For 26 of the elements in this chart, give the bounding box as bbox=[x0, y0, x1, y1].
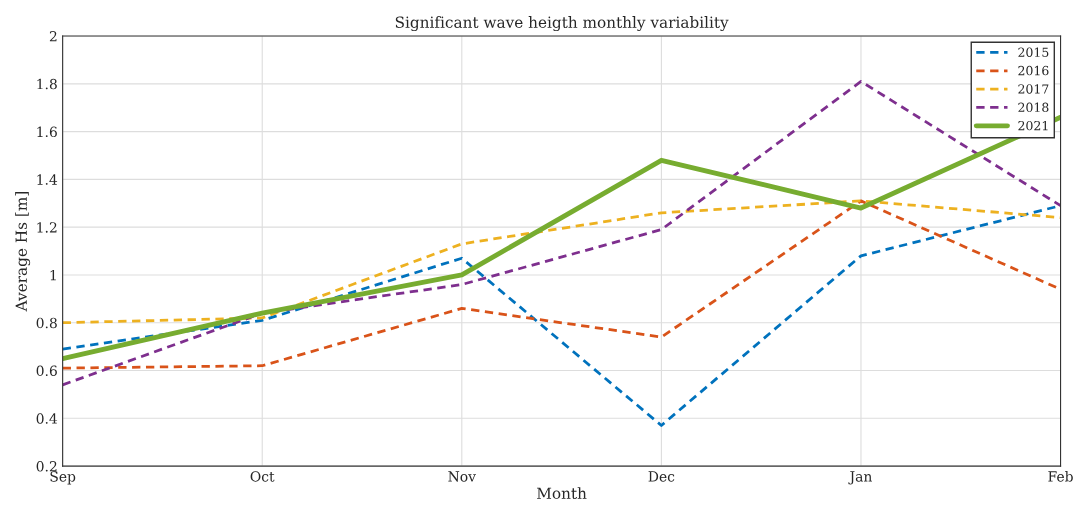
chart-title: Significant wave heigth monthly variability bbox=[395, 16, 729, 32]
legend-label: 2015 bbox=[1018, 47, 1049, 57]
y-tick-label: 0.6 bbox=[36, 365, 57, 376]
y-tick-label: 2 bbox=[49, 31, 57, 42]
y-tick-label: 1.4 bbox=[37, 174, 58, 185]
x-tick-label: Dec bbox=[648, 471, 675, 482]
legend-label: 2017 bbox=[1018, 84, 1049, 94]
line-series bbox=[62, 80, 1061, 387]
y-axis-title: Average Hs [m] bbox=[15, 192, 31, 312]
y-tick-label: 0.4 bbox=[36, 413, 58, 424]
x-tick-label: Jan bbox=[848, 471, 872, 485]
x-tick-label: Feb bbox=[1048, 470, 1073, 482]
legend-label: 2016 bbox=[1018, 65, 1049, 76]
legend-label: 2021 bbox=[1018, 120, 1048, 131]
y-tick-label: 1.2 bbox=[37, 222, 57, 233]
y-tick-label: 1.6 bbox=[37, 126, 57, 138]
x-tick-label: Sep bbox=[50, 471, 76, 485]
x-tick-label: Nov bbox=[448, 471, 476, 482]
x-axis-title: Month bbox=[537, 487, 587, 499]
x-tick-label: Oct bbox=[250, 471, 275, 482]
legend-label: 2018 bbox=[1018, 102, 1049, 113]
y-tick-label: 1.8 bbox=[37, 78, 57, 90]
y-tick-label: 0.8 bbox=[36, 317, 57, 329]
line-series bbox=[62, 114, 1061, 361]
y-tick-label: 0.2 bbox=[36, 461, 57, 472]
y-tick-label: 1 bbox=[50, 269, 56, 281]
